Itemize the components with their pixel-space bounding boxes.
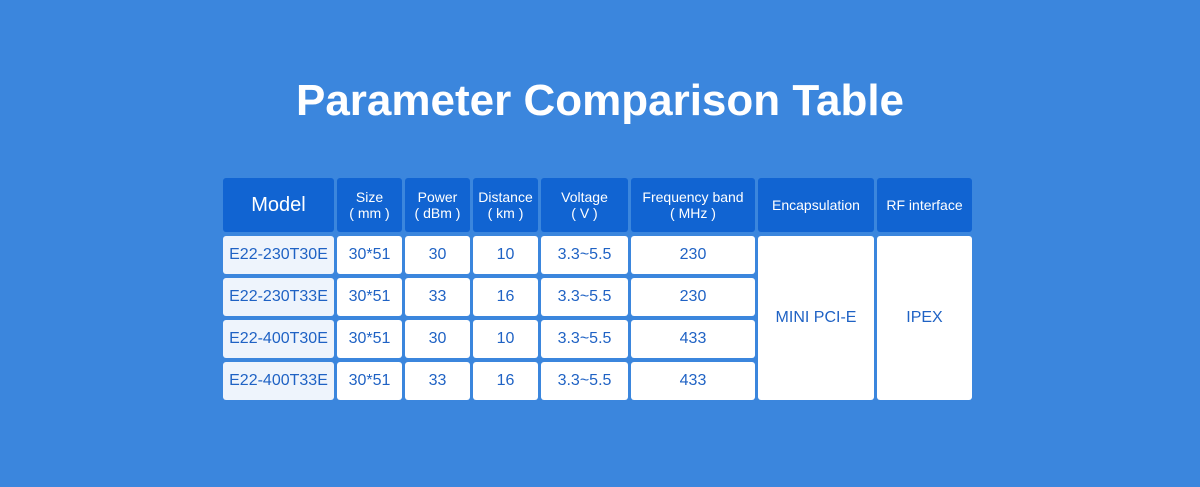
table-cell: 30	[405, 236, 470, 274]
cell-text: 3.3~5.5	[557, 372, 612, 389]
cell-text: 230	[679, 288, 707, 305]
cell-text: 10	[496, 330, 515, 347]
header-cell: Size( mm )	[337, 178, 402, 232]
table-cell: 10	[473, 236, 538, 274]
table-cell: 230	[631, 278, 755, 316]
header-cell: Power( dBm )	[405, 178, 470, 232]
header-cell: Model	[223, 178, 334, 232]
header-cell: RF interface	[877, 178, 972, 232]
table-cell: 433	[631, 320, 755, 358]
header-name: Power	[417, 189, 458, 205]
header-cell: Voltage( V )	[541, 178, 628, 232]
table-cell: 16	[473, 362, 538, 400]
header-name: Model	[251, 194, 306, 216]
header-unit: ( km )	[487, 205, 524, 221]
table-cell: 30*51	[337, 236, 402, 274]
cell-text: 3.3~5.5	[557, 246, 612, 263]
table-cell: 3.3~5.5	[541, 362, 628, 400]
header-unit: ( V )	[571, 205, 598, 221]
header-name: Frequency band	[642, 189, 744, 205]
cell-text: 30*51	[348, 330, 391, 347]
table-cell: 433	[631, 362, 755, 400]
table-cell: 16	[473, 278, 538, 316]
table-cell: 30*51	[337, 362, 402, 400]
cell-text: 33	[428, 288, 447, 305]
model-cell: E22-400T33E	[223, 362, 334, 400]
header-cell: Distance( km )	[473, 178, 538, 232]
header-cell: Frequency band( MHz )	[631, 178, 755, 232]
cell-text: E22-230T33E	[229, 288, 328, 305]
model-cell: E22-230T33E	[223, 278, 334, 316]
merged-cell: IPEX	[877, 236, 972, 400]
model-cell: E22-230T30E	[223, 236, 334, 274]
page-title: Parameter Comparison Table	[295, 76, 905, 125]
header-unit: ( dBm )	[414, 205, 461, 221]
table-cell: 10	[473, 320, 538, 358]
table-cell: 230	[631, 236, 755, 274]
header-name: Distance	[478, 189, 533, 205]
header-cell: Encapsulation	[758, 178, 874, 232]
cell-text: 3.3~5.5	[557, 330, 612, 347]
header-unit: ( MHz )	[670, 205, 716, 221]
model-cell: E22-400T30E	[223, 320, 334, 358]
cell-text: 30*51	[348, 372, 391, 389]
cell-text: 30*51	[348, 288, 391, 305]
cell-text: 33	[428, 372, 447, 389]
cell-text: 10	[496, 246, 515, 263]
header-name: Voltage	[561, 189, 608, 205]
table-cell: 3.3~5.5	[541, 278, 628, 316]
cell-text: 16	[496, 288, 515, 305]
cell-text: 30*51	[348, 246, 391, 263]
header-name: Size	[355, 189, 384, 205]
table-cell: 30*51	[337, 320, 402, 358]
header-unit: ( mm )	[349, 205, 390, 221]
cell-text: 16	[496, 372, 515, 389]
cell-text: MINI PCI-E	[775, 309, 857, 326]
table-cell: 30*51	[337, 278, 402, 316]
cell-text: 433	[679, 372, 707, 389]
table-cell: 3.3~5.5	[541, 236, 628, 274]
cell-text: E22-400T33E	[229, 372, 328, 389]
cell-text: 230	[679, 246, 707, 263]
table-cell: 30	[405, 320, 470, 358]
cell-text: E22-400T30E	[229, 330, 328, 347]
table-cell: 3.3~5.5	[541, 320, 628, 358]
table-cell: 33	[405, 362, 470, 400]
cell-text: 30	[428, 330, 447, 347]
table-cell: 33	[405, 278, 470, 316]
cell-text: 433	[679, 330, 707, 347]
merged-cell: MINI PCI-E	[758, 236, 874, 400]
cell-text: IPEX	[906, 309, 943, 326]
header-name: Encapsulation	[772, 197, 860, 213]
header-name: RF interface	[886, 197, 963, 213]
cell-text: 3.3~5.5	[557, 288, 612, 305]
cell-text: E22-230T30E	[229, 246, 328, 263]
cell-text: 30	[428, 246, 447, 263]
